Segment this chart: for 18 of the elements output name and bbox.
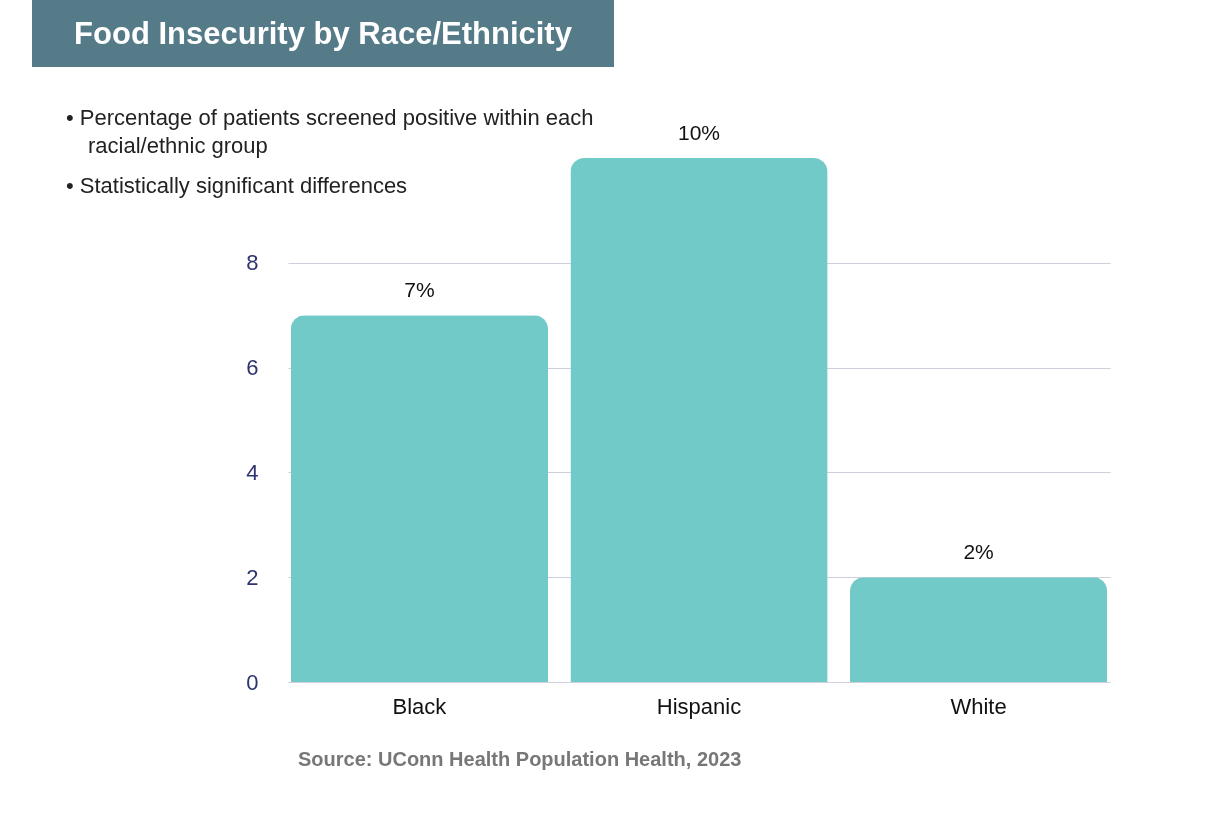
annotation: • Statistically significant differences — [66, 172, 409, 200]
x-tick-label: Black — [392, 693, 448, 719]
x-tick-label: White — [950, 693, 1007, 719]
data-label: 10% — [677, 121, 721, 144]
y-tick-label: 4 — [246, 459, 259, 485]
x-tick-label: Hispanic — [656, 693, 742, 719]
y-tick-label: 8 — [246, 250, 259, 276]
text: • Percentage of patients screened positive within each racial/ethnic group — [66, 104, 595, 160]
y-tick-label: 2 — [246, 564, 259, 590]
bar — [849, 577, 1108, 682]
bar — [570, 158, 828, 682]
source-note: Source: UConn Health Population Health, 2023 — [298, 748, 742, 771]
bar — [290, 315, 549, 682]
y-tick-label: 6 — [246, 355, 259, 381]
data-label: 7% — [404, 278, 435, 302]
y-tick-label: 0 — [246, 669, 259, 695]
data-label: 2% — [963, 540, 994, 564]
chart-title: Food Insecurity by Race/Ethnicity — [32, 0, 614, 67]
